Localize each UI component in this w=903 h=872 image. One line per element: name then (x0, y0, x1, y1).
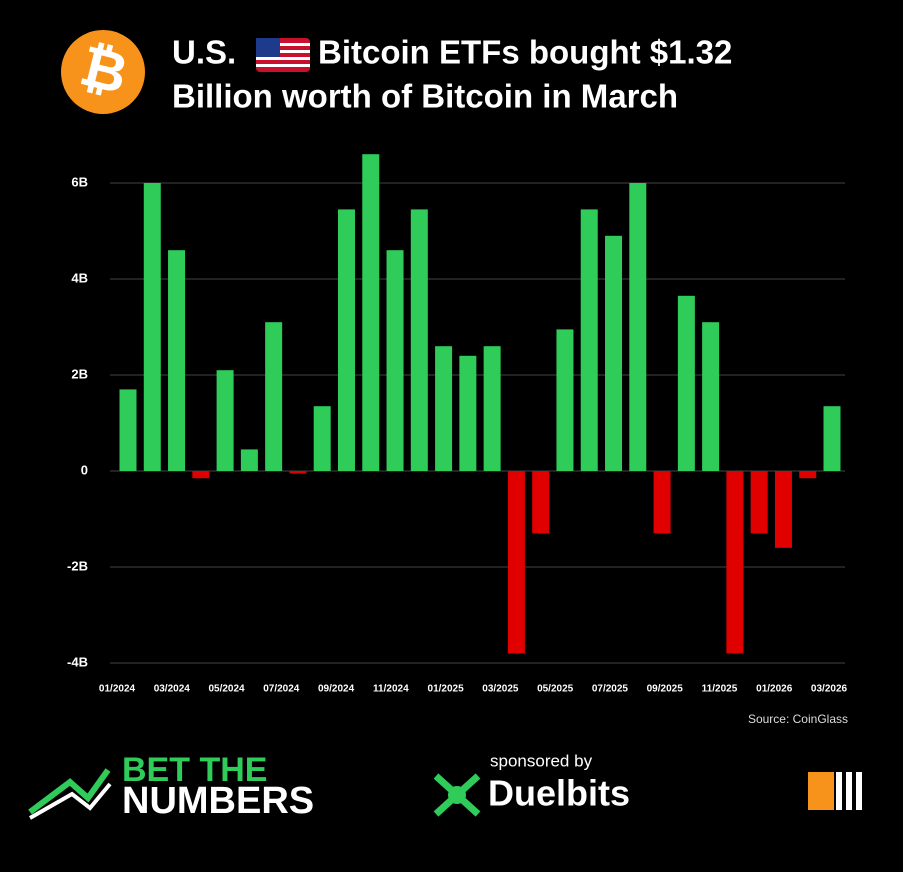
bar (677, 295, 695, 471)
y-tick-label: 4B (71, 270, 88, 285)
bar (119, 389, 137, 471)
bar (459, 355, 477, 471)
y-tick-label: 2B (71, 366, 88, 381)
x-tick-label: 03/2024 (154, 684, 191, 695)
y-tick-label: -2B (67, 558, 88, 573)
bar (265, 322, 283, 471)
bar (774, 471, 792, 548)
corner-logo (808, 772, 862, 810)
bar (386, 250, 404, 471)
y-tick-label: 0 (81, 462, 88, 477)
duelbits-logo (433, 773, 481, 817)
y-tick-label: 6B (71, 174, 88, 189)
bar (507, 471, 525, 654)
bar (605, 235, 623, 471)
bar (143, 183, 161, 471)
sponsor: Duelbits (488, 773, 630, 814)
chart-title: Bitcoin ETFs bought $1.32 (318, 34, 732, 71)
x-tick-label: 11/2025 (702, 684, 738, 695)
bar (192, 471, 210, 479)
chart-title: U.S. (172, 34, 236, 71)
bar (629, 183, 647, 471)
x-tick-label: 03/2026 (811, 684, 848, 695)
bar (580, 209, 598, 471)
bar (799, 471, 817, 479)
x-tick-label: 05/2025 (537, 684, 574, 695)
chart-title: Billion worth of Bitcoin in March (172, 78, 678, 115)
x-tick-label: 03/2025 (482, 684, 519, 695)
bar (532, 471, 550, 534)
x-tick-label: 01/2024 (99, 684, 136, 695)
bar (653, 471, 671, 534)
brand: BET THE (122, 751, 267, 789)
bar (435, 346, 453, 471)
x-tick-label: 05/2024 (208, 684, 245, 695)
x-tick-label: 07/2025 (592, 684, 629, 695)
x-tick-label: 11/2024 (373, 684, 409, 695)
y-tick-label: -4B (67, 654, 88, 669)
sponsor-label: sponsored by (490, 751, 593, 770)
bar (337, 209, 355, 471)
bar (240, 449, 258, 471)
x-tick-label: 09/2025 (647, 684, 684, 695)
bar (702, 322, 720, 471)
bar (289, 471, 307, 474)
bar (750, 471, 768, 534)
source: Source: CoinGlass (748, 712, 848, 726)
us-flag (256, 38, 310, 72)
brand: NUMBERS (122, 780, 314, 822)
bar (216, 370, 234, 471)
bitcoin-logo (61, 30, 145, 114)
bar (313, 406, 331, 471)
bar (410, 209, 428, 471)
bar (362, 154, 380, 471)
bar (726, 471, 744, 654)
bar (556, 329, 574, 471)
x-tick-label: 01/2026 (756, 684, 793, 695)
brand-logo (28, 768, 112, 820)
bar (168, 250, 186, 471)
bar (823, 406, 841, 471)
x-tick-label: 01/2025 (428, 684, 465, 695)
x-tick-label: 07/2024 (263, 684, 300, 695)
bar (483, 346, 501, 471)
x-tick-label: 09/2024 (318, 684, 355, 695)
